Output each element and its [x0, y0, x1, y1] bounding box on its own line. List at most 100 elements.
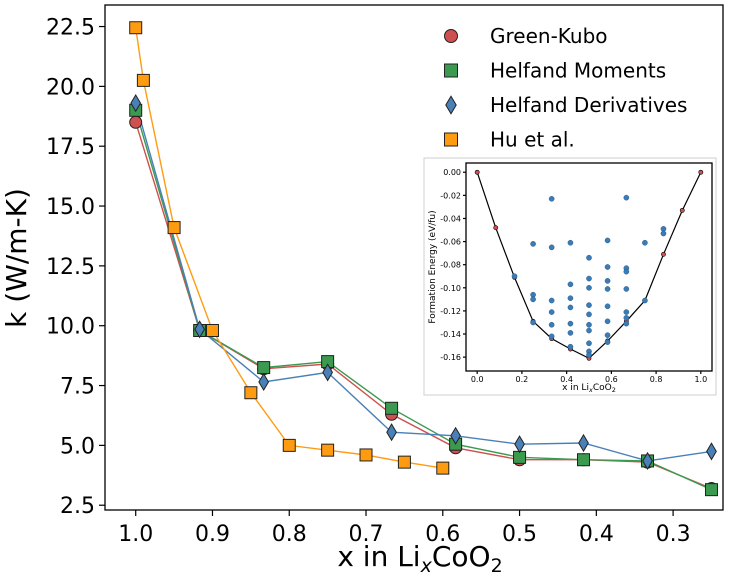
series-2-point [386, 423, 397, 442]
inset-x-ticks: 0.0 0.2 0.4 0.6 0.8 1.0 [471, 371, 707, 384]
series-3-point [244, 386, 258, 400]
inset-point [548, 321, 555, 328]
inset-x-tick-label: 0.2 [516, 375, 529, 384]
hull-point [493, 225, 499, 231]
inset-point [623, 286, 630, 292]
y-tick-label: 10.0 [46, 315, 95, 340]
main-series-lines [135, 27, 712, 491]
inset-point [586, 321, 592, 328]
inset-points [511, 194, 667, 358]
main-x-axis-label: x in LixCoO2 [337, 540, 502, 576]
series-2-point [194, 320, 206, 339]
main-plot-frame [104, 4, 724, 511]
series-1-point [257, 361, 271, 375]
series-3-point [321, 443, 335, 457]
inset-point [567, 304, 574, 311]
inset-point [642, 239, 648, 246]
inset-point [586, 340, 592, 347]
inset-x-tick-label: 0.4 [560, 375, 573, 384]
inset-y-ticks: 0.00 -0.02 -0.04 -0.06 -0.08 -0.10 -0.12 -0.14 -… [440, 168, 466, 362]
inset-point [586, 352, 592, 358]
main-series-markers [129, 21, 718, 497]
inset-point [586, 254, 592, 261]
series-3-point [359, 448, 373, 462]
legend-label-0: Green-Kubo [490, 24, 608, 48]
inset-point [604, 237, 611, 244]
inset-chart: 0.0 0.2 0.4 0.6 0.8 1.0 0.00 -0.02 -0.04 -0.06 -0… [423, 157, 717, 396]
series-2-point [130, 94, 142, 113]
legend-marker-2 [445, 95, 457, 115]
x-tick-label: 0.5 [502, 522, 537, 547]
inset-point [586, 327, 592, 334]
inset-point [660, 226, 667, 232]
inset-point [604, 264, 611, 270]
series-0-point [129, 115, 143, 129]
y-tick-label: 22.5 [46, 16, 95, 41]
inset-y-tick-label: -0.16 [440, 353, 461, 362]
inset-point [642, 297, 648, 304]
inset-point [604, 332, 611, 338]
x-tick-label: 0.7 [349, 522, 384, 547]
x-tick-label: 0.9 [195, 522, 230, 547]
series-2-point [706, 442, 717, 461]
main-y-ticks: 2.5 5.0 7.5 10.0 12.5 15.0 17.5 20.0 22.5 [46, 16, 105, 519]
inset-x-tick-label: 1.0 [694, 375, 707, 384]
series-3-point [167, 221, 181, 235]
inset-point [623, 194, 630, 201]
inset-box [423, 157, 717, 396]
series-3-point [436, 461, 450, 475]
inset-point [623, 315, 630, 321]
inset-point [548, 196, 555, 202]
series-3-point [397, 455, 411, 469]
series-2-point [450, 426, 461, 445]
inset-x-tick-label: 0.0 [471, 375, 484, 384]
main-y-axis-label: k (W/m-K) [0, 188, 33, 328]
hull-point [679, 207, 685, 213]
inset-point [586, 275, 592, 282]
x-tick-label: 0.4 [579, 522, 614, 547]
y-tick-label: 7.5 [60, 375, 95, 400]
inset-x-tick-label: 0.8 [650, 375, 663, 384]
inset-point [548, 297, 555, 304]
main-x-ticks: 1.0 0.9 0.8 0.7 0.6 0.5 0.4 0.3 [118, 510, 691, 547]
series-2-point [258, 372, 270, 392]
inset-point [623, 268, 630, 275]
legend-label-3: Hu et al. [490, 128, 575, 152]
x-tick-label: 0.8 [272, 522, 307, 547]
inset-y-tick-label: -0.02 [440, 191, 461, 200]
legend: Green-Kubo Helfand Moments Helfand Derivat… [444, 24, 687, 152]
y-tick-label: 20.0 [46, 75, 95, 100]
y-tick-label: 2.5 [60, 494, 95, 519]
main-plot: 1.0 0.9 0.8 0.7 0.6 0.5 0.4 0.3 2.5 5.0 7.5 10.0 12… [0, 4, 724, 576]
inset-point [604, 318, 611, 325]
series-1-point [385, 401, 399, 415]
legend-label-1: Helfand Moments [490, 59, 666, 83]
y-tick-label: 15.0 [46, 195, 95, 220]
series-2-point [642, 451, 653, 471]
inset-point [567, 295, 574, 302]
legend-marker-3 [444, 132, 458, 147]
series-line-3 [135, 27, 443, 469]
series-2-point [578, 433, 589, 453]
inset-point [567, 330, 574, 336]
legend-marker-0 [444, 29, 458, 43]
x-tick-label: 1.0 [118, 522, 153, 547]
series-2-point [514, 435, 525, 454]
inset-point [530, 291, 536, 298]
inset-point [604, 339, 611, 345]
inset-point [623, 309, 630, 315]
series-3-point [282, 438, 296, 452]
inset-y-tick-label: 0.00 [443, 168, 461, 177]
series-2-point [322, 363, 334, 382]
inset-point [604, 278, 611, 284]
series-1-point [704, 483, 718, 497]
inset-x-tick-label: 0.6 [605, 375, 618, 384]
series-3-point [136, 73, 150, 87]
inset-plot-frame [465, 162, 713, 372]
inset-y-tick-label: -0.08 [440, 261, 461, 270]
inset-point [604, 303, 611, 310]
y-tick-label: 12.5 [46, 255, 95, 280]
series-1-point [577, 453, 591, 467]
hull-point [661, 251, 666, 257]
y-tick-label: 5.0 [60, 434, 95, 459]
